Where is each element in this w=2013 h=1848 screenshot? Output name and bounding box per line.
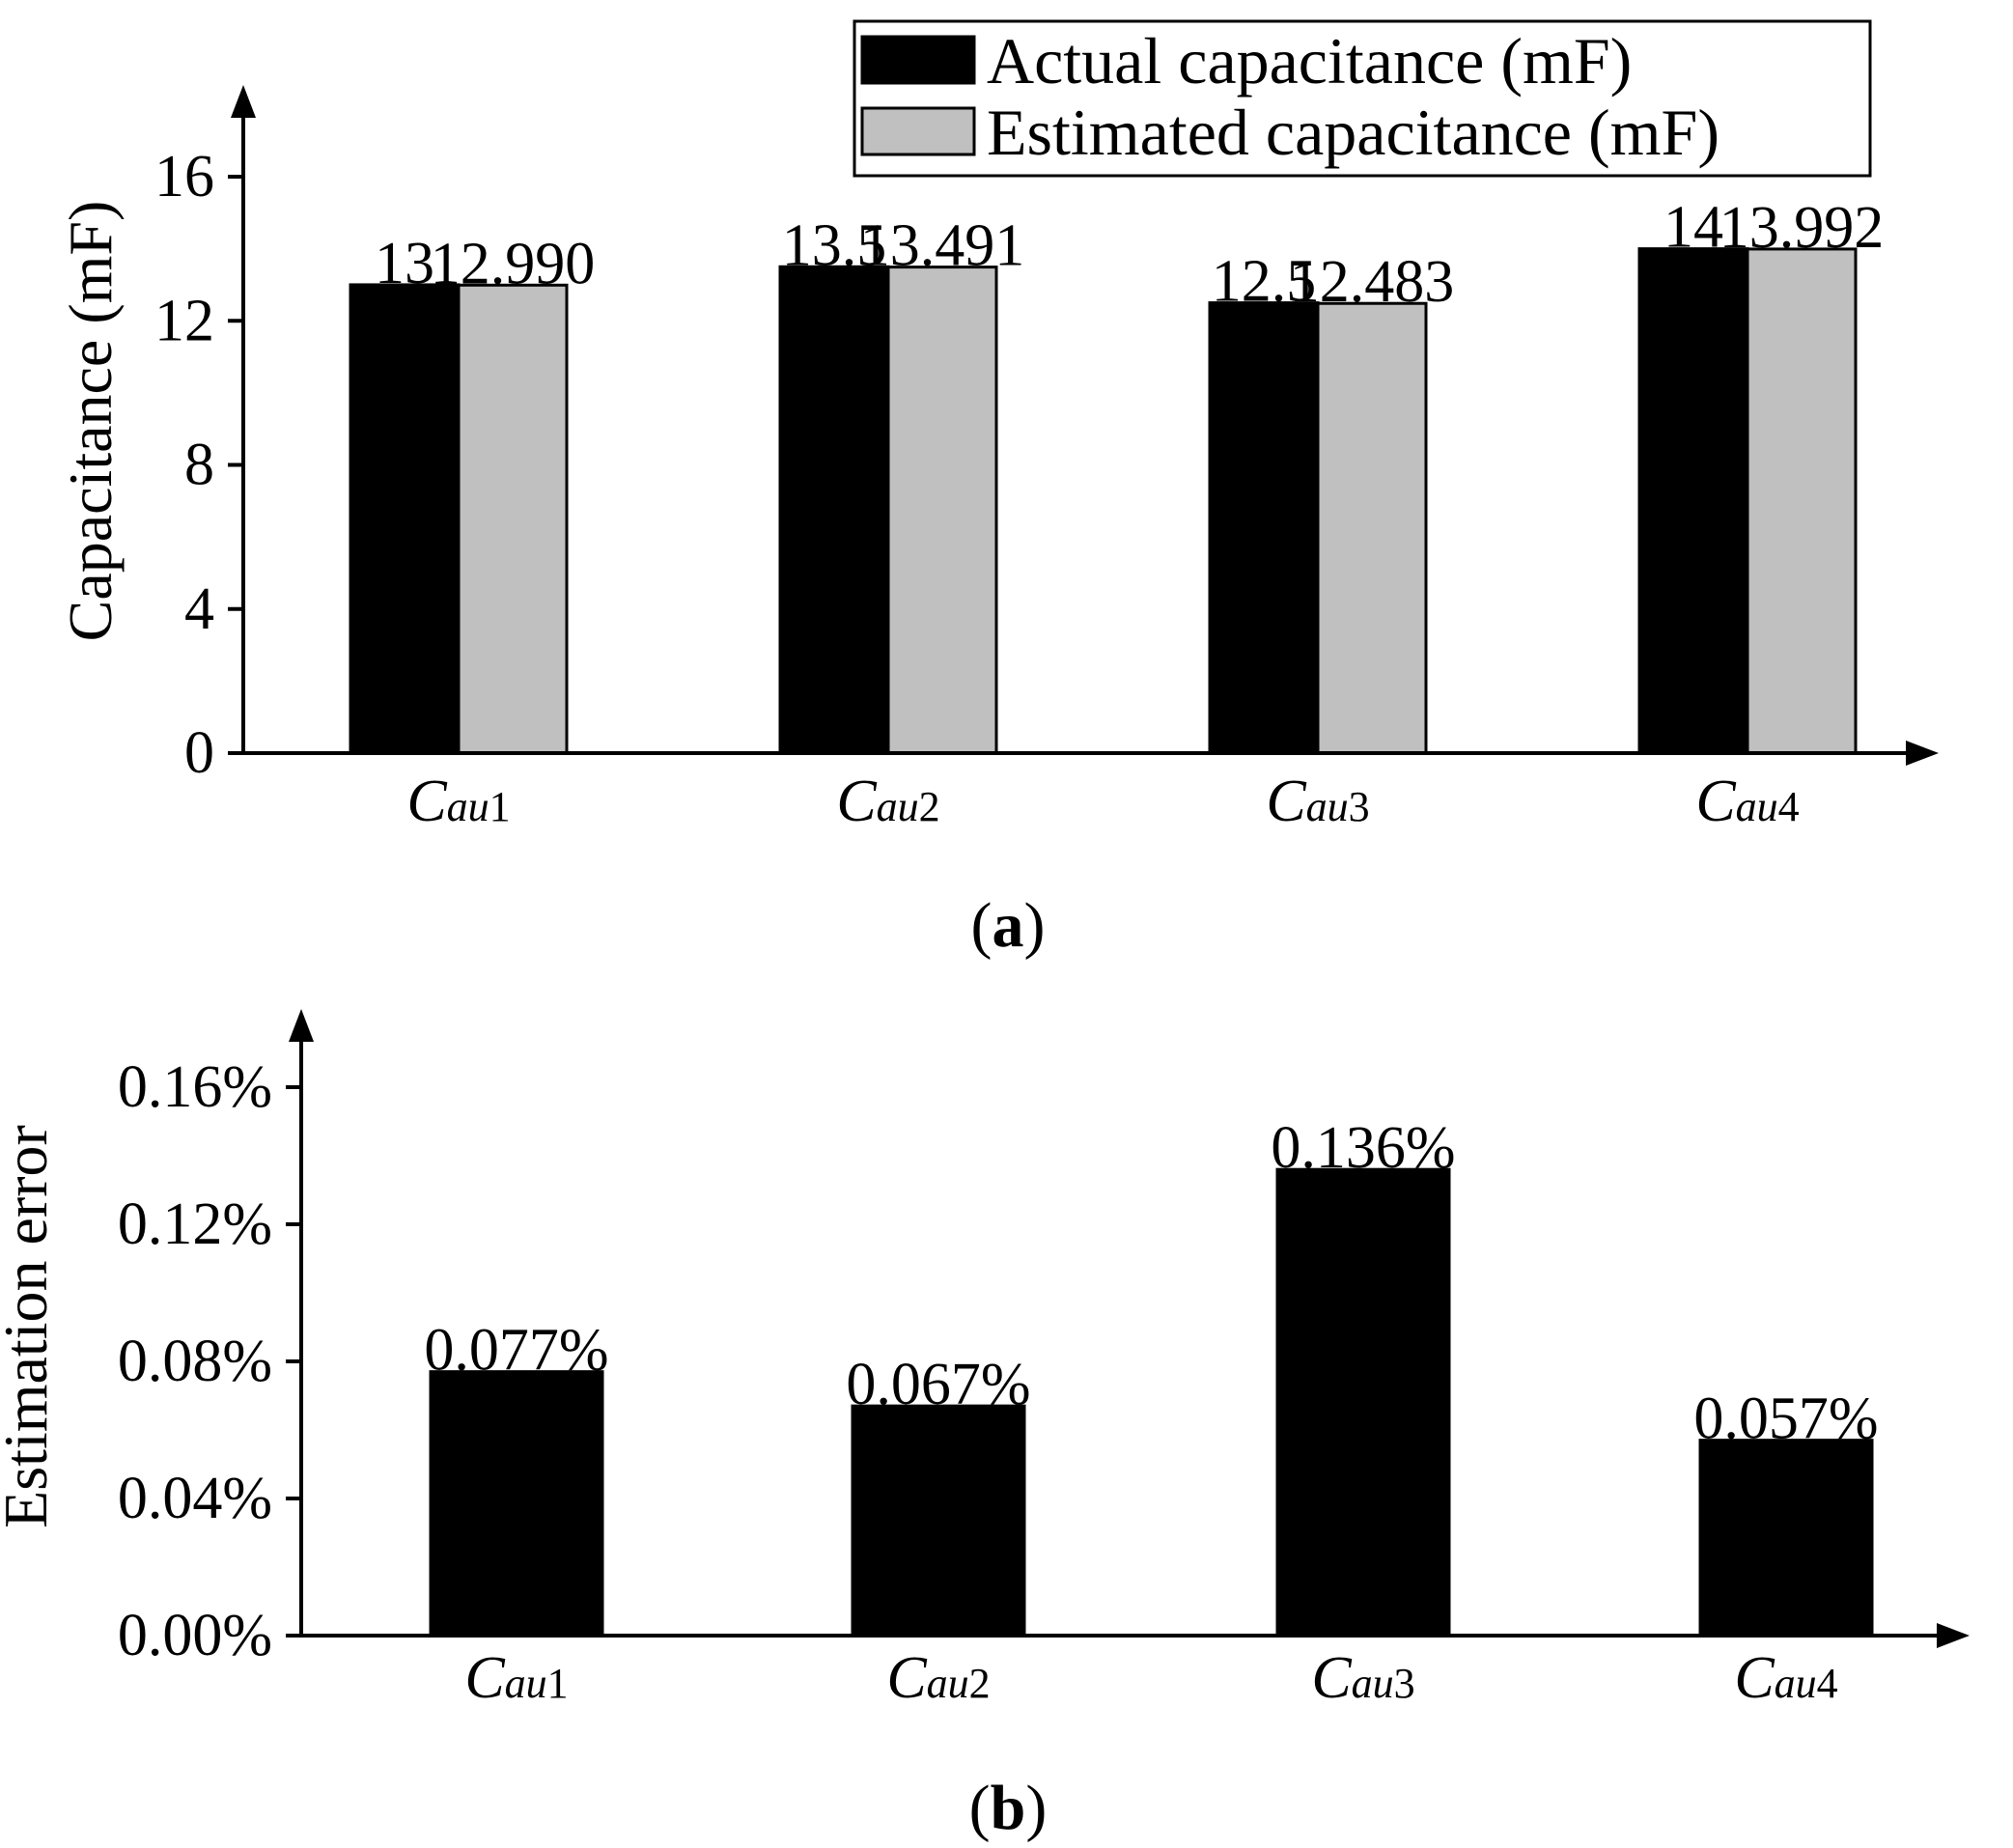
x-axis-arrow-b (1937, 1623, 1970, 1648)
x-tick-main: C (836, 769, 877, 834)
x-axis-arrow-a (1906, 741, 1939, 766)
caption-a: (a) (971, 890, 1046, 961)
x-tick-num: 1 (547, 1660, 569, 1707)
data-label-a-s2-C_au1: 12.990 (431, 231, 596, 296)
bar-a-s1-C_au4 (1637, 247, 1749, 755)
x-tick-main: C (406, 769, 447, 834)
data-label-a-s1-C_au3: 12.5 (1212, 249, 1317, 315)
chart-b: 0.077% 0.067% 0.136% 0.057% 0.00% 0.04% 0.08% 0… (0, 1009, 1970, 1843)
x-tick-main: C (1734, 1645, 1775, 1711)
bar-a-s1-C_au1 (349, 283, 461, 755)
x-tick-num: 1 (489, 783, 511, 830)
bar-b-s1-C_au2 (851, 1404, 1026, 1638)
x-tick-label-a-C_au4: Cau4 (1695, 769, 1799, 834)
x-tick-main: C (1311, 1645, 1352, 1711)
data-label-b-s1-C_au4: 0.057% (1693, 1386, 1878, 1452)
y-tick-label-b-3: 0.12% (118, 1191, 272, 1257)
y-tick-label-a-4: 16 (154, 144, 214, 210)
legend-label-1: Actual capacitance (mF) (987, 24, 1632, 98)
y-axis-title-b: Estimation error (0, 1125, 60, 1528)
x-tick-sub: au (1775, 1660, 1817, 1707)
caption-open: ( (969, 1773, 991, 1843)
x-tick-label-b-C_au1: Cau1 (464, 1645, 568, 1711)
data-label-b-s1-C_au3: 0.136% (1271, 1115, 1455, 1181)
legend-swatch-1 (860, 35, 976, 85)
y-axis-arrow-a (231, 85, 256, 118)
x-tick-main: C (464, 1645, 505, 1711)
x-tick-num: 3 (1394, 1660, 1415, 1707)
bar-a-s1-C_au2 (778, 265, 890, 755)
x-tick-label-a-C_au3: Cau3 (1266, 769, 1369, 834)
x-tick-sub: au (1736, 783, 1778, 830)
legend-a: Actual capacitance (mF)Estimated capacit… (853, 19, 1872, 178)
legend-swatch-2 (860, 106, 976, 156)
x-tick-label-b-C_au4: Cau4 (1734, 1645, 1837, 1711)
legend-label-2: Estimated capacitance (mF) (987, 96, 1719, 169)
bar-a-s2-C_au3 (1316, 301, 1428, 755)
bar-a-s2-C_au4 (1746, 247, 1858, 755)
bar-b-s1-C_au1 (429, 1370, 604, 1638)
data-label-a-s1-C_au4: 14 (1664, 195, 1723, 261)
x-tick-label-a-C_au1: Cau1 (406, 769, 510, 834)
x-tick-num: 2 (969, 1660, 991, 1707)
caption-b: (b) (969, 1773, 1048, 1843)
bar-b-s1-C_au4 (1698, 1439, 1874, 1638)
caption-letter: b (991, 1773, 1026, 1843)
y-tick-label-b-2: 0.08% (118, 1329, 272, 1394)
caption-close: ) (1025, 1773, 1047, 1843)
x-tick-num: 3 (1349, 783, 1370, 830)
x-tick-sub: au (447, 783, 489, 830)
x-tick-label-b-C_au3: Cau3 (1311, 1645, 1414, 1711)
x-tick-num: 4 (1778, 783, 1800, 830)
x-tick-main: C (886, 1645, 927, 1711)
x-tick-sub: au (1352, 1660, 1394, 1707)
x-tick-main: C (1695, 769, 1736, 834)
x-tick-label-b-C_au2: Cau2 (886, 1645, 990, 1711)
y-tick-label-a-3: 12 (154, 288, 214, 353)
y-tick-label-b-4: 0.16% (118, 1054, 272, 1120)
x-tick-sub: au (505, 1660, 547, 1707)
y-tick-label-a-1: 4 (184, 576, 214, 642)
y-axis-title-a: Capacitance (mF) (56, 201, 125, 642)
y-axis-arrow-b (289, 1009, 314, 1042)
x-tick-sub: au (877, 783, 919, 830)
data-label-b-s1-C_au2: 0.067% (846, 1352, 1030, 1417)
caption-open: ( (971, 890, 993, 961)
bar-b-s1-C_au3 (1275, 1167, 1451, 1638)
x-tick-sub: au (1306, 783, 1349, 830)
data-label-a-s1-C_au2: 13.5 (782, 212, 887, 278)
y-tick-label-a-2: 8 (184, 433, 214, 498)
x-tick-label-a-C_au2: Cau2 (836, 769, 939, 834)
y-tick-label-b-0: 0.00% (118, 1603, 272, 1668)
data-label-a-s2-C_au4: 13.992 (1719, 195, 1885, 261)
data-label-a-s2-C_au2: 13.491 (860, 213, 1025, 279)
caption-letter: a (993, 890, 1024, 961)
x-tick-sub: au (927, 1660, 969, 1707)
y-tick-label-b-1: 0.04% (118, 1466, 272, 1531)
bar-a-s1-C_au3 (1208, 301, 1320, 755)
caption-close: ) (1024, 890, 1046, 961)
legend-box (853, 19, 1872, 178)
x-tick-num: 4 (1817, 1660, 1838, 1707)
x-tick-main: C (1266, 769, 1306, 834)
bar-a-s2-C_au2 (886, 266, 998, 755)
data-label-b-s1-C_au1: 0.077% (424, 1318, 608, 1384)
x-tick-num: 2 (919, 783, 940, 830)
y-tick-label-a-0: 0 (184, 720, 214, 786)
data-label-a-s2-C_au3: 12.483 (1290, 249, 1455, 315)
data-label-a-s1-C_au1: 13 (375, 231, 434, 296)
bar-a-s2-C_au1 (457, 283, 569, 755)
